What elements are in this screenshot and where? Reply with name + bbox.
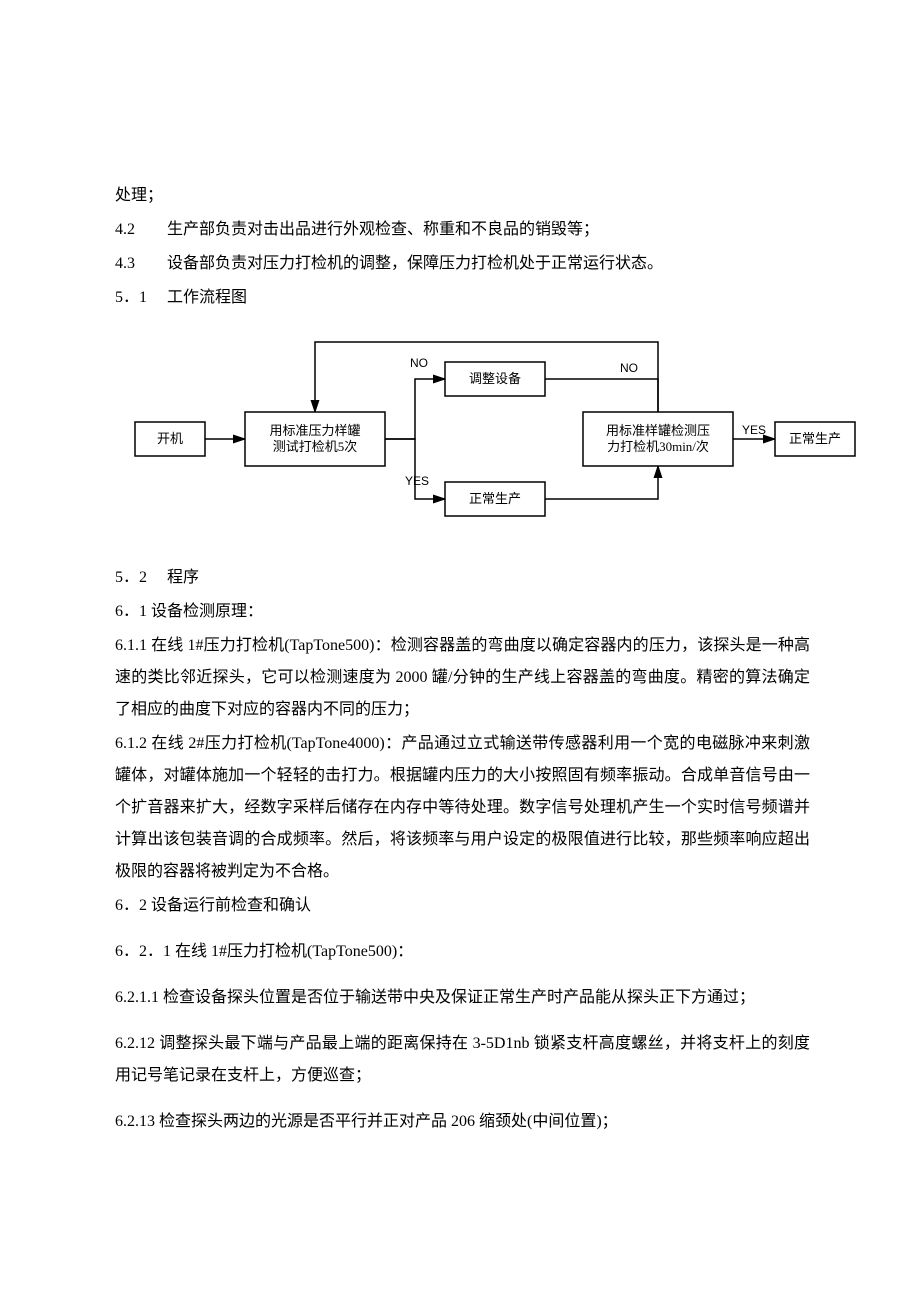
body-text: 程序	[167, 569, 199, 586]
body-text: 工作流程图	[167, 289, 247, 306]
flow-edge	[385, 379, 445, 439]
flow-edge-label: YES	[742, 423, 766, 437]
flow-node-label: 用标准样罐检测压	[606, 423, 710, 438]
flow-edge-label: NO	[410, 356, 428, 370]
workflow-flowchart: NO YES NO YES 开机 用标准压力样罐测试打检机5次 调整设备正常生产 用标准样罐检…	[115, 332, 875, 532]
body-paragraph: 6.2.12 调整探头最下端与产品最上端的距离保持在 3-5D1nb 锁紧支杆高…	[115, 1028, 810, 1092]
flow-node-label: 调整设备	[469, 371, 521, 386]
body-line: 6．1 设备检测原理：	[115, 596, 810, 628]
body-text: 设备部负责对压力打检机的调整，保障压力打检机处于正常运行状态。	[167, 255, 663, 272]
flow-node-label: 开机	[157, 431, 183, 446]
flow-edge-label: YES	[405, 474, 429, 488]
flow-edge	[545, 466, 658, 499]
section-number: 5．2	[115, 562, 163, 594]
flow-edge-label: NO	[620, 361, 638, 375]
section-number: 5．1	[115, 282, 163, 314]
body-line: 4.2 生产部负责对击出品进行外观检查、称重和不良品的销毁等；	[115, 214, 810, 246]
flowchart-container: NO YES NO YES 开机 用标准压力样罐测试打检机5次 调整设备正常生产 用标准样罐检…	[115, 332, 810, 532]
body-line: 处理；	[115, 180, 810, 212]
body-line: 5．2 程序	[115, 562, 810, 594]
body-line: 6．2 设备运行前检查和确认	[115, 890, 810, 922]
body-text: 生产部负责对击出品进行外观检查、称重和不良品的销毁等；	[167, 221, 599, 238]
flow-edge	[385, 439, 445, 499]
section-number: 4.3	[115, 248, 163, 280]
section-number: 4.2	[115, 214, 163, 246]
body-line: 4.3 设备部负责对压力打检机的调整，保障压力打检机处于正常运行状态。	[115, 248, 810, 280]
body-line: 5．1 工作流程图	[115, 282, 810, 314]
body-line: 6.2.13 检查探头两边的光源是否平行并正对产品 206 缩颈处(中间位置)；	[115, 1106, 810, 1138]
document-page: 处理； 4.2 生产部负责对击出品进行外观检查、称重和不良品的销毁等； 4.3 …	[0, 0, 920, 1240]
flow-node-label: 正常生产	[469, 491, 521, 506]
flow-node-label: 正常生产	[789, 431, 841, 446]
body-line: 6.2.1.1 检查设备探头位置是否位于输送带中央及保证正常生产时产品能从探头正…	[115, 982, 810, 1014]
flow-edge	[545, 379, 658, 412]
flow-node-label: 用标准压力样罐	[269, 423, 360, 438]
body-paragraph: 6.1.2 在线 2#压力打检机(TapTone4000)：产品通过立式输送带传…	[115, 728, 810, 888]
flow-node-label: 测试打检机5次	[273, 439, 358, 454]
body-line: 6．2．1 在线 1#压力打检机(TapTone500)：	[115, 936, 810, 968]
flow-node-label: 力打检机30min/次	[607, 439, 709, 454]
body-paragraph: 6.1.1 在线 1#压力打检机(TapTone500)：检测容器盖的弯曲度以确…	[115, 630, 810, 726]
